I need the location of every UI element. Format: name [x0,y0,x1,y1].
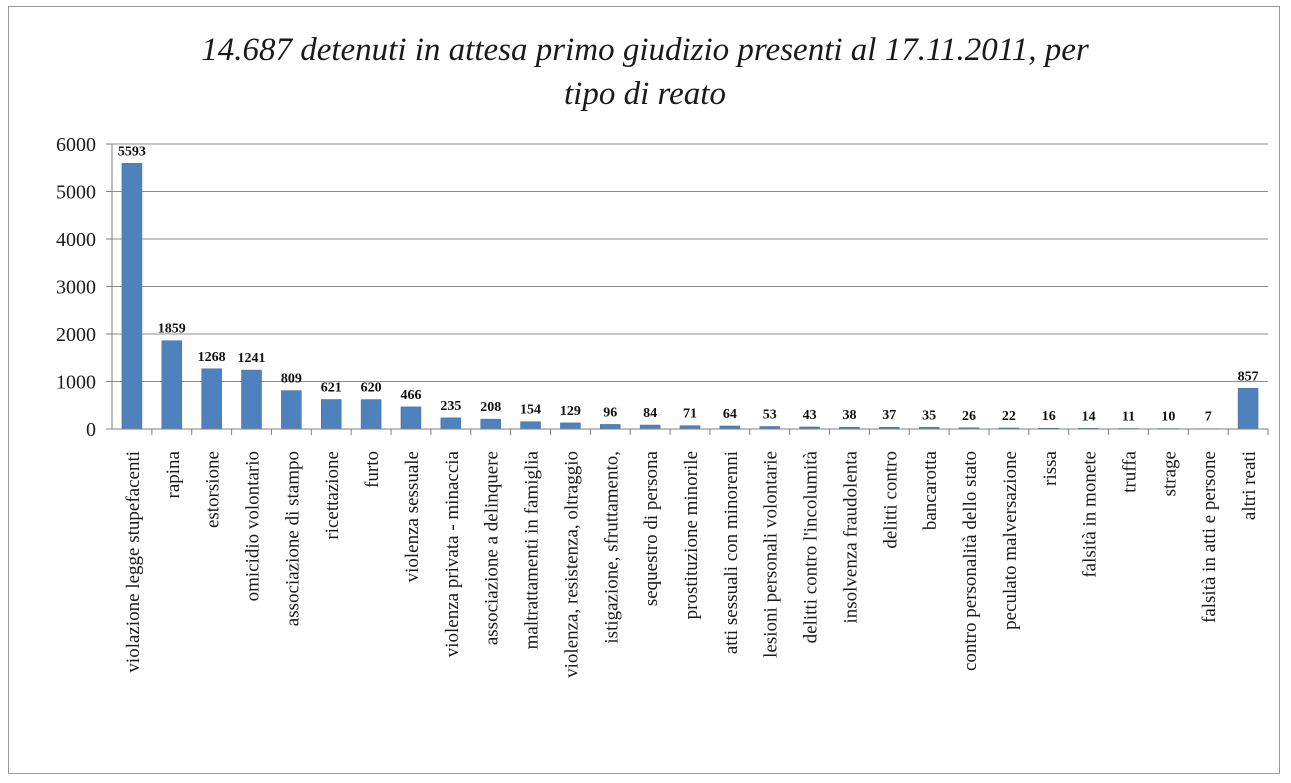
bar [1237,388,1259,430]
y-axis: 0 1000 2000 3000 4000 5000 6000 [56,134,113,441]
data-label: 620 [361,381,382,396]
x-category-label: furto [362,451,383,488]
x-category-label: delitti contro l'incolumità [801,450,822,643]
x-axis: violazione legge stupefacenti rapina estor… [112,428,1269,678]
chart-title-line-2: tipo di reato [564,76,726,112]
bar [600,424,621,430]
x-category-label: rissa [1040,450,1061,485]
x-category-label: falsità in monete [1080,451,1101,578]
x-category-label: associazione a delinquere [482,451,503,645]
x-category-label: truffa [1119,450,1140,492]
data-label: 16 [1042,409,1056,424]
data-label: 53 [763,407,777,422]
data-label: 5593 [118,144,146,159]
data-label: 11 [1122,409,1135,424]
x-category-label: falsità in atti e persone [1199,451,1220,623]
gridlines [112,143,1268,382]
bar [679,425,701,430]
bar [121,163,143,430]
data-label: 235 [440,399,461,414]
x-category-label: violenza, resistenza, oltraggio [561,451,582,678]
x-category-label: ricettazione [322,451,343,540]
x-category-label: estorsione [203,451,224,528]
y-tick-label: 2000 [56,324,96,346]
x-category-label: violazione legge stupefacenti [123,451,144,673]
x-category-label: istigazione, sfruttamento, [601,451,622,644]
data-label: 35 [922,408,936,423]
x-category-label: associazione di stampo [282,451,303,626]
data-label: 43 [803,408,817,423]
data-label: 1241 [238,351,266,366]
data-label: 14 [1082,409,1096,424]
bar [560,422,581,430]
data-label: 96 [603,405,617,420]
bar [241,369,262,430]
data-label: 7 [1205,410,1212,425]
data-label: 621 [321,381,342,396]
data-label: 37 [882,408,896,423]
y-tick-label: 6000 [56,134,96,156]
x-category-label: prostituzione minorile [681,451,702,619]
bar [400,406,422,430]
data-label: 64 [723,407,737,422]
x-category-label: rapina [163,450,184,498]
data-labels: 5593 1859 1268 1241 809 621 620 466 235 208 154 129… [118,144,1259,424]
bar [320,399,342,430]
x-category-label: violenza sessuale [402,451,423,582]
y-tick-label: 5000 [56,182,96,204]
data-label: 857 [1238,369,1259,384]
y-tick-label: 0 [86,419,96,441]
x-category-label: atti sessuali con minorenni [721,451,742,654]
data-label: 1859 [158,322,186,337]
data-label: 22 [1002,409,1016,424]
y-tick-label: 3000 [56,277,96,299]
x-category-label: omicidio volontario [243,451,264,601]
data-label: 10 [1161,410,1175,425]
y-tick-label: 4000 [56,229,96,251]
data-label: 26 [962,409,976,424]
x-category-label: lesioni personali volontarie [761,451,782,658]
data-label: 466 [400,388,421,403]
x-category-label: insolvenza fraudolenta [840,450,861,623]
data-label: 129 [560,404,581,419]
x-category-label: violenza privata - minaccia [442,450,463,657]
x-category-label: altri reati [1239,451,1260,520]
data-label: 809 [281,372,302,387]
bar [440,417,462,430]
bar [360,399,382,430]
x-category-label: sequestro di persona [641,450,662,606]
data-label: 1268 [198,350,226,365]
bar [520,421,541,430]
x-category-label: bancarotta [920,450,941,530]
bar [161,340,183,430]
x-category-label: peculato malversazione [1000,451,1021,630]
chart-title: 14.687 detenuti in attesa primo giudizio… [140,28,1150,116]
data-label: 71 [683,407,697,422]
x-category-label: contro personalità dello stato [960,451,981,671]
bars [121,163,1259,430]
y-tick-label: 1000 [56,372,96,394]
bar [480,418,501,430]
bar [281,390,302,430]
data-label: 84 [643,406,657,421]
data-label: 208 [480,400,501,415]
bar [201,368,222,430]
x-category-label: maltrattamenti in famiglia [522,450,543,649]
chart-title-line-1: 14.687 detenuti in attesa primo giudizio… [201,32,1089,68]
bar [639,424,661,430]
data-label: 154 [520,403,541,418]
x-category-label: strage [1159,451,1180,496]
x-category-label: delitti contro [880,451,901,549]
data-label: 38 [842,408,856,423]
